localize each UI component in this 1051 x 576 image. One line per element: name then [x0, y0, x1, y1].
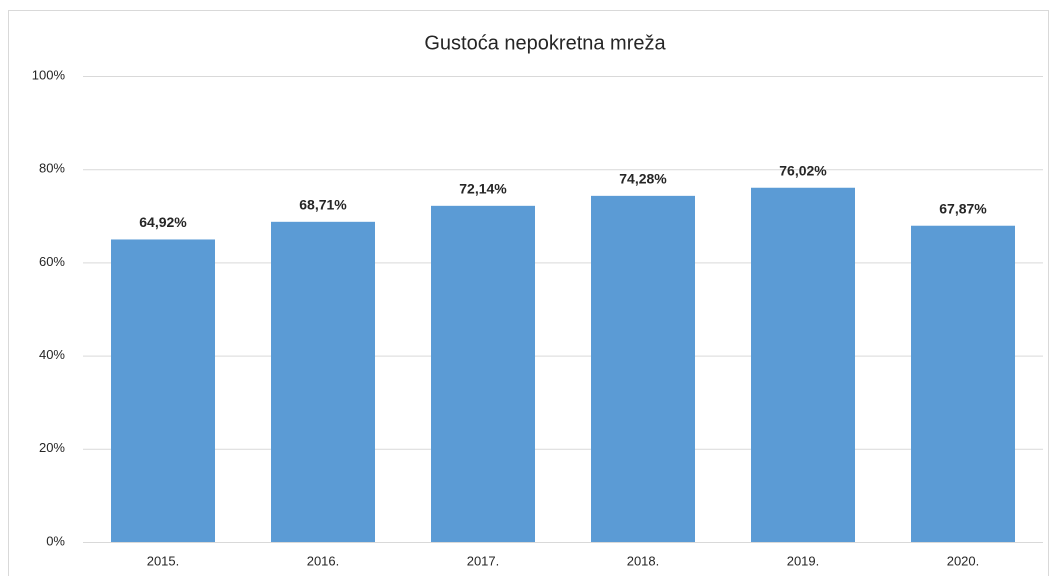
bar: [431, 205, 535, 542]
value-label: 64,92%: [139, 214, 187, 230]
value-label: 68,71%: [299, 197, 347, 213]
value-label: 67,87%: [939, 200, 987, 216]
x-tick-label: 2017.: [467, 553, 500, 568]
x-tick-label: 2019.: [787, 553, 820, 568]
y-tick-label: 0%: [46, 533, 65, 548]
y-tick-label: 20%: [39, 440, 65, 455]
y-tick-label: 60%: [39, 254, 65, 269]
y-tick-label: 40%: [39, 347, 65, 362]
bar: [271, 221, 375, 542]
value-label: 74,28%: [619, 171, 667, 187]
x-tick-label: 2015.: [147, 553, 180, 568]
value-label: 76,02%: [779, 162, 827, 178]
x-tick-label: 2016.: [307, 553, 340, 568]
y-tick-label: 100%: [32, 67, 66, 82]
chart-title: Gustoća nepokretna mreža: [424, 32, 666, 54]
value-label: 72,14%: [459, 181, 507, 197]
bar: [911, 225, 1015, 542]
bar: [751, 187, 855, 542]
x-tick-label: 2020.: [947, 553, 980, 568]
y-tick-label: 80%: [39, 161, 65, 176]
bar: [591, 195, 695, 542]
x-tick-label: 2018.: [627, 553, 660, 568]
bar: [111, 239, 215, 543]
